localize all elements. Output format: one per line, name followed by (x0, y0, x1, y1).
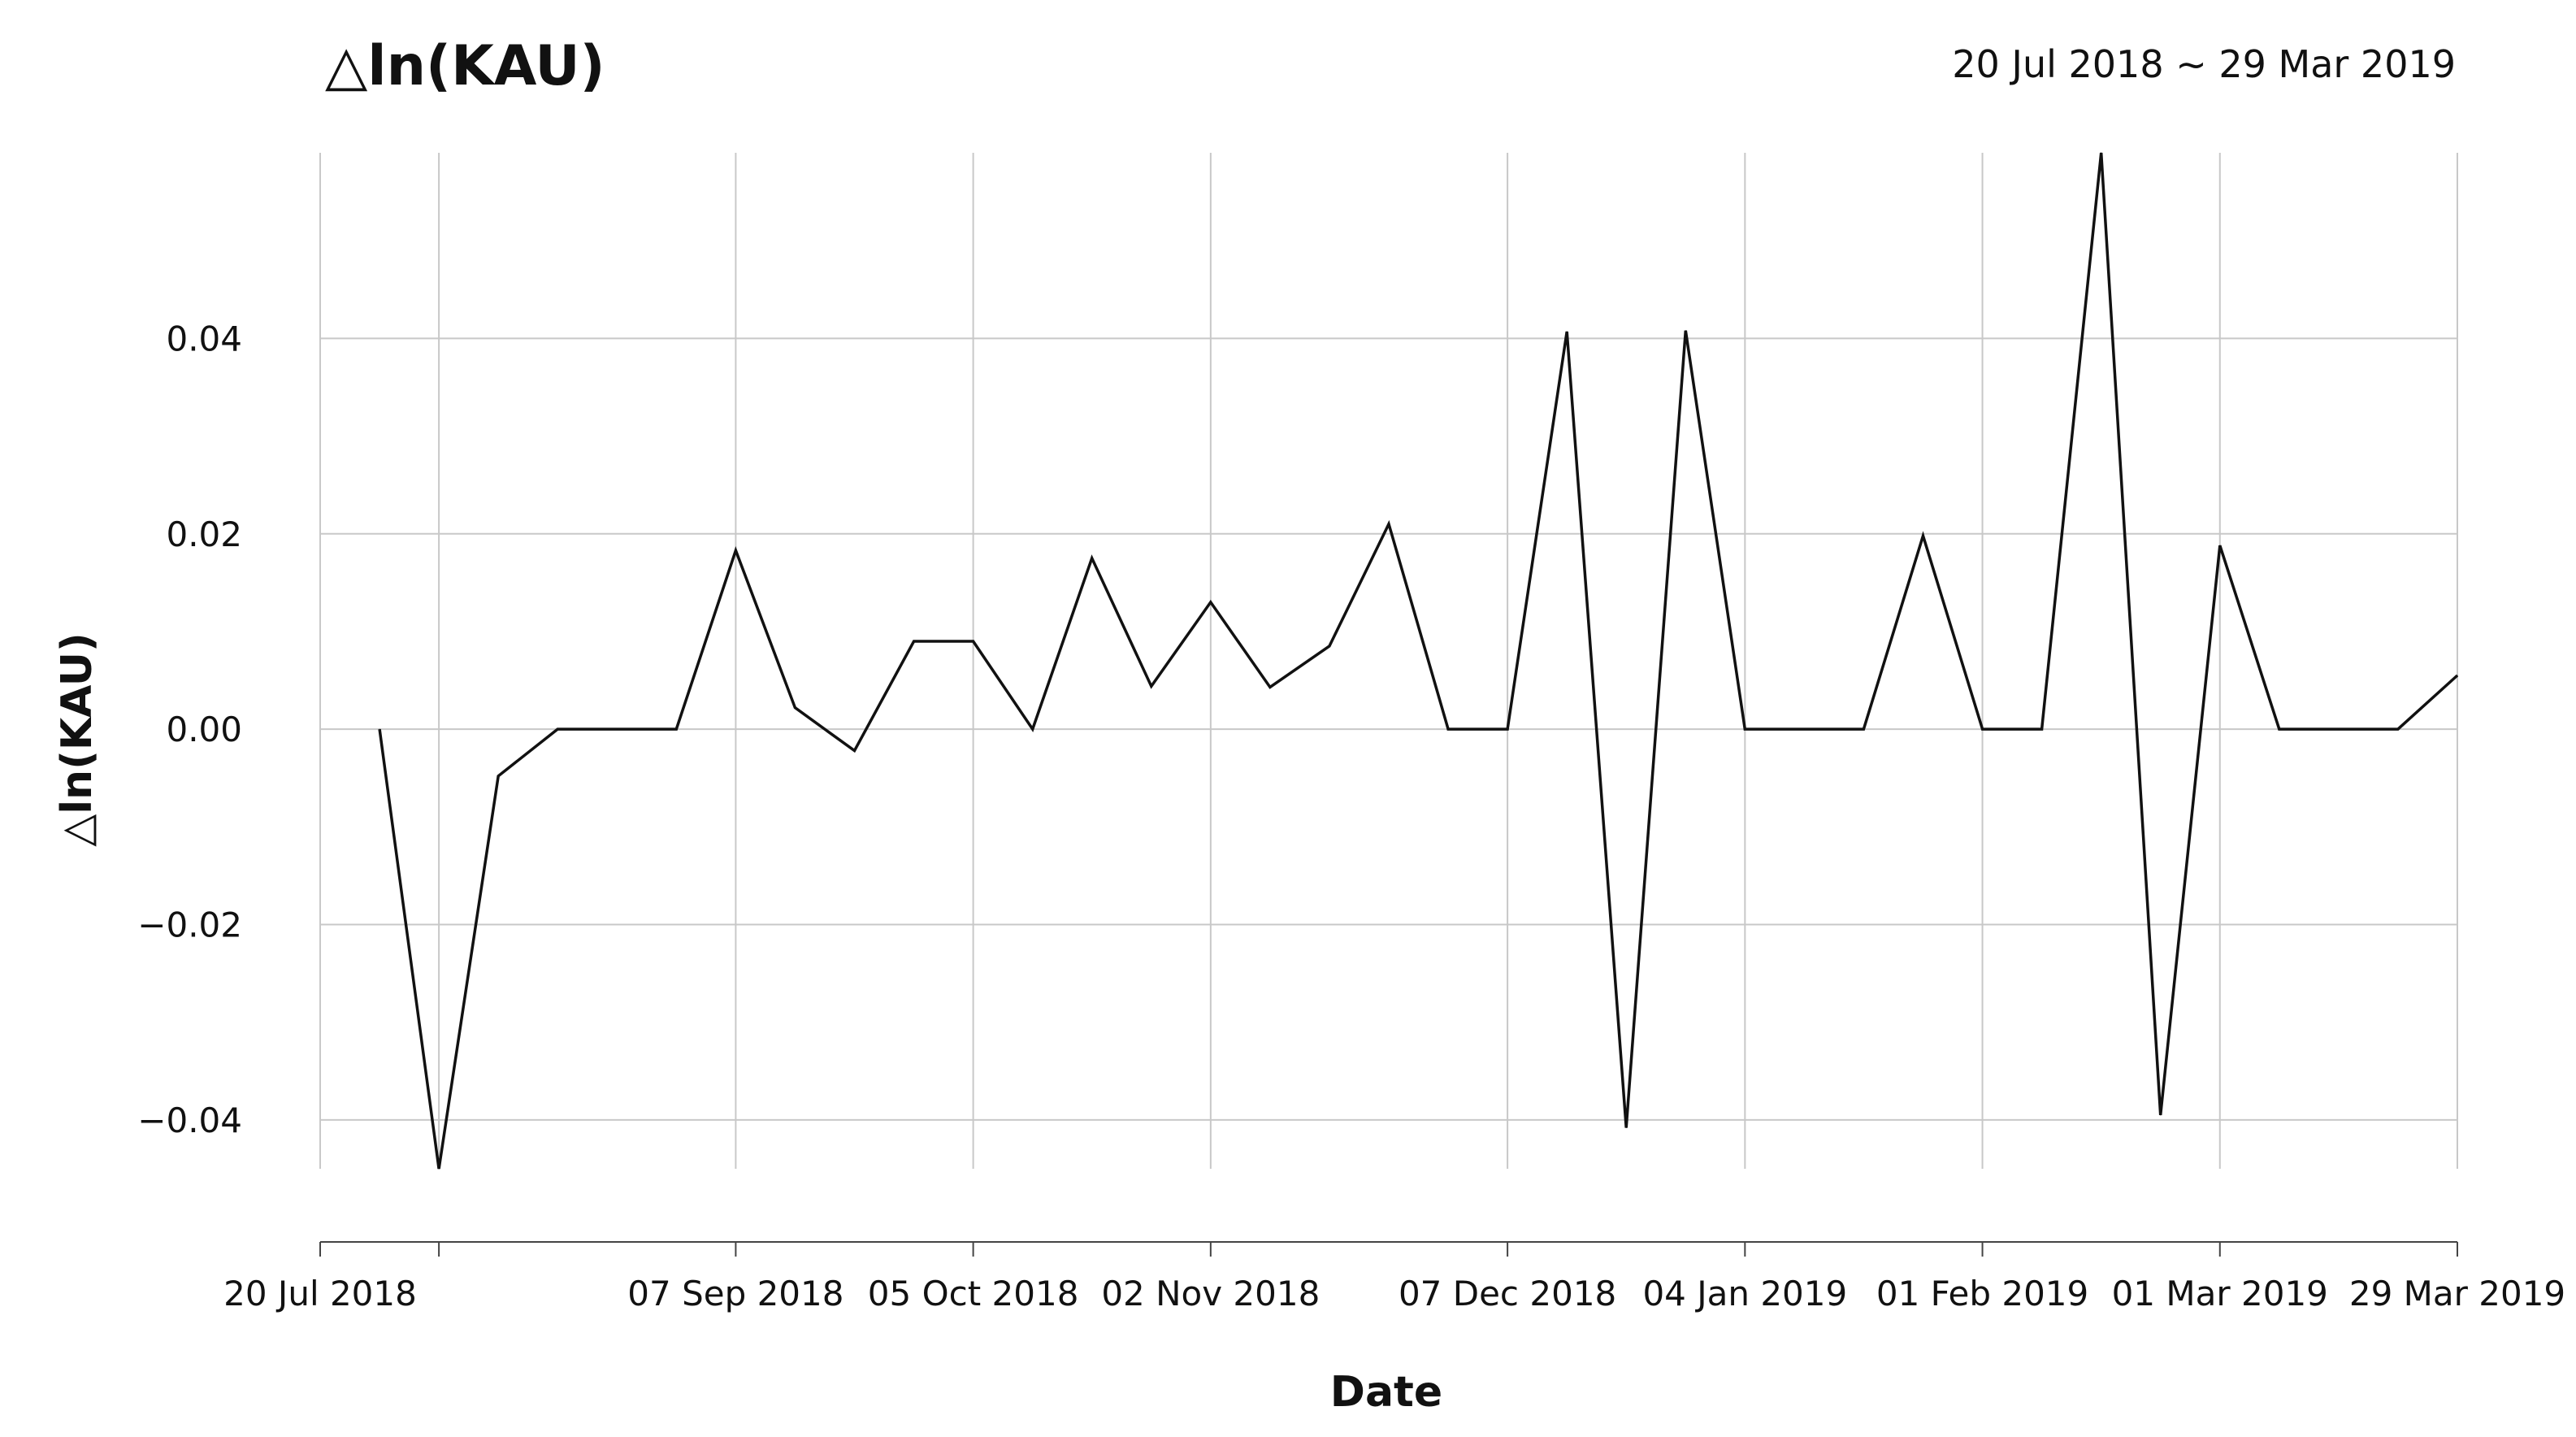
x-tick-label: 05 Oct 2018 (868, 1274, 1079, 1313)
data-point (1507, 728, 1508, 730)
data-point (1803, 728, 1805, 730)
data-point (557, 728, 558, 730)
data-point (735, 549, 736, 551)
data-point (1210, 601, 1212, 603)
x-tick-label: 02 Nov 2018 (1101, 1274, 1320, 1313)
data-point (2457, 675, 2458, 676)
data-point (1685, 330, 1686, 332)
x-axis-title: Date (1330, 1368, 1442, 1417)
tick-labels: 0.04 0.02 0.00 −0.02 −0.04 20 Jul 2018 07 Sep … (137, 319, 2565, 1313)
data-point (1269, 686, 1271, 688)
data-point (2397, 728, 2399, 730)
data-point (2219, 545, 2221, 546)
x-tick-label: 07 Dec 2018 (1399, 1274, 1616, 1313)
data-series (378, 152, 2459, 1170)
data-point (973, 640, 974, 642)
data-point (1982, 728, 1984, 730)
data-point (379, 728, 380, 730)
data-point (675, 728, 677, 730)
data-point (1863, 728, 1864, 730)
series-line (378, 152, 2459, 1170)
data-point (913, 640, 915, 642)
x-tick-label: 20 Jul 2018 (223, 1274, 417, 1313)
y-tick-label: 0.00 (166, 710, 242, 749)
data-point (616, 728, 618, 730)
y-tick-label: 0.04 (166, 319, 242, 358)
x-tick-label: 29 Mar 2019 (2349, 1274, 2565, 1313)
data-point (1566, 331, 1568, 332)
x-tick-label: 01 Feb 2019 (1876, 1274, 2088, 1313)
data-point (1388, 523, 1390, 525)
data-point (2338, 728, 2340, 730)
x-axis (319, 1241, 2458, 1257)
gridlines (319, 153, 2458, 1169)
data-point (2041, 728, 2043, 730)
data-point (1447, 728, 1449, 730)
x-tick-label: 01 Mar 2019 (2112, 1274, 2328, 1313)
data-point (794, 707, 796, 709)
data-point (854, 750, 855, 752)
y-tick-label: −0.04 (137, 1101, 242, 1140)
data-point (497, 775, 499, 777)
data-point (2160, 1114, 2162, 1116)
y-tick-label: 0.02 (166, 514, 242, 554)
x-tick-label: 07 Sep 2018 (627, 1274, 843, 1313)
date-range-label: 20 Jul 2018 ~ 29 Mar 2019 (1952, 42, 2456, 86)
y-tick-label: −0.02 (137, 905, 242, 945)
chart-title: △ln(KAU) (325, 34, 605, 98)
data-point (1032, 728, 1034, 730)
x-tick-label: 04 Jan 2019 (1642, 1274, 1847, 1313)
data-point (1744, 728, 1746, 730)
y-axis-title: △ln(KAU) (53, 632, 102, 847)
data-point (438, 1168, 440, 1170)
data-point (1625, 1127, 1627, 1129)
